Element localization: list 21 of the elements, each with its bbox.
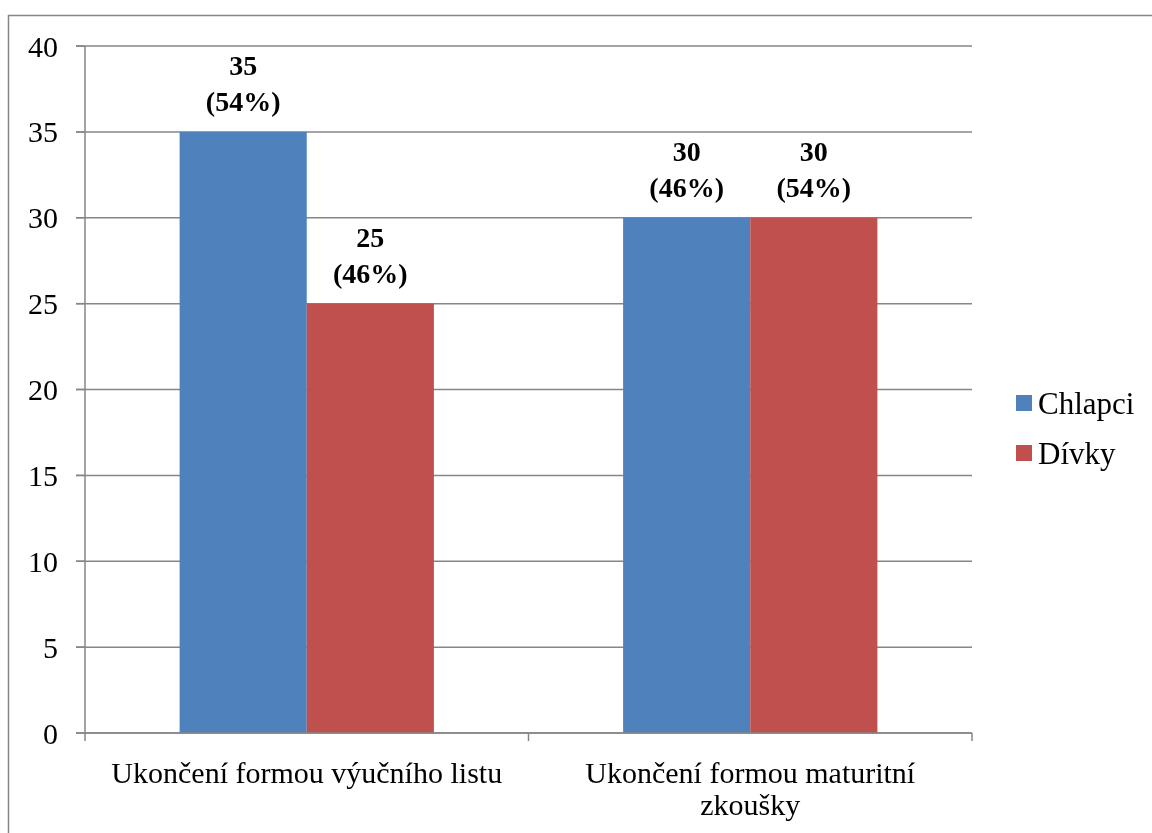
x-tick-label: Ukončení formou výučního listu <box>111 756 503 789</box>
data-label: 30 (54%) <box>776 135 852 203</box>
y-tick-label: 5 <box>43 630 58 664</box>
y-tick-label: 0 <box>43 716 58 750</box>
bar <box>306 303 434 733</box>
y-tick-label: 35 <box>28 115 58 149</box>
bar <box>623 217 751 733</box>
data-label: 30 (46%) <box>649 135 725 203</box>
y-tick-label: 10 <box>28 544 58 578</box>
legend-label: Dívky <box>1038 435 1116 471</box>
y-tick-label: 15 <box>28 458 58 492</box>
data-label: 35 (54%) <box>205 49 281 117</box>
legend-label: Chlapci <box>1038 385 1135 421</box>
y-tick-label: 20 <box>28 373 58 406</box>
y-tick-label: 40 <box>28 29 58 63</box>
data-label: 25 (46%) <box>332 221 408 289</box>
bar <box>179 131 307 733</box>
bar <box>750 217 878 733</box>
y-tick-label: 30 <box>28 201 58 235</box>
y-tick-label: 25 <box>28 287 58 321</box>
x-tick-label: Ukončení formou maturitní zkoušky <box>585 756 916 821</box>
